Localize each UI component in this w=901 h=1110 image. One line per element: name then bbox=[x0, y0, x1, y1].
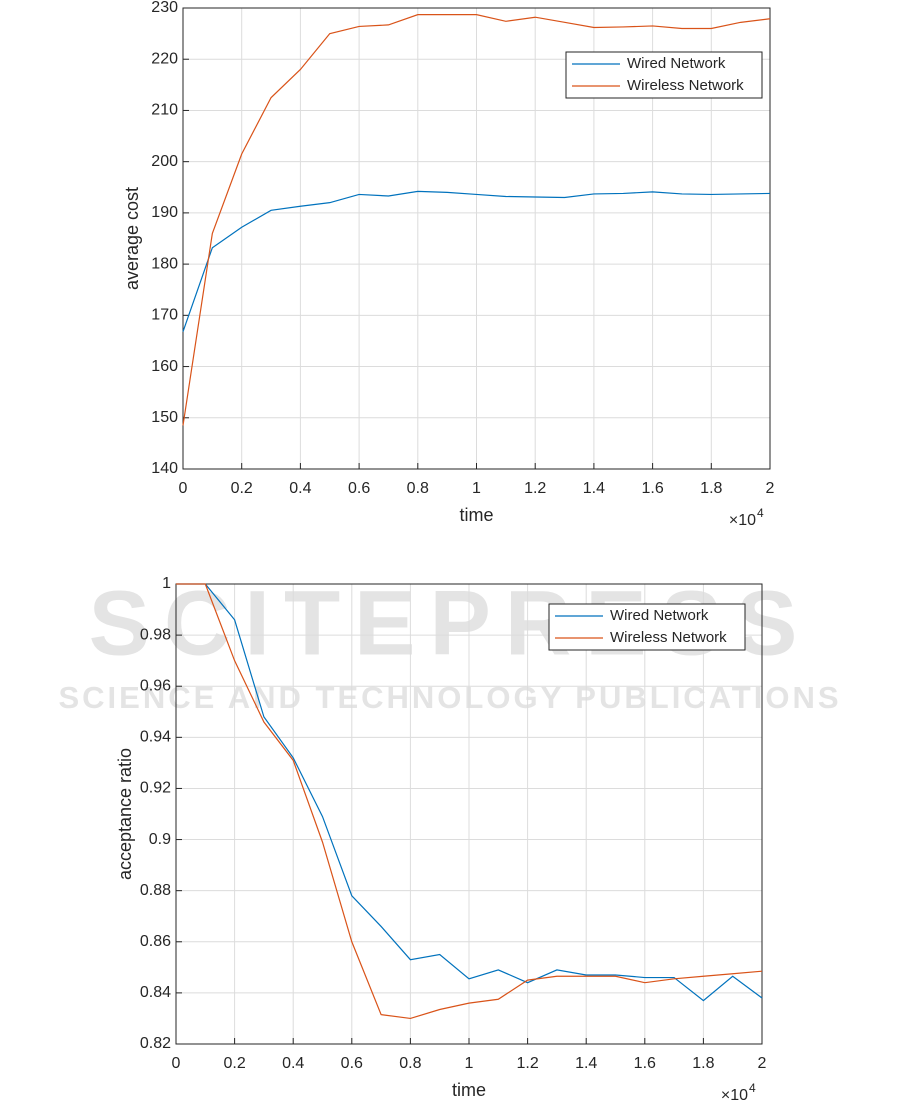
y-tick-label: 140 bbox=[151, 460, 178, 477]
x-tick-label: 1.6 bbox=[634, 1055, 656, 1072]
y-axis-label: acceptance ratio bbox=[115, 748, 135, 880]
legend-label: Wired Network bbox=[627, 55, 726, 72]
x-tick-label: 0 bbox=[179, 480, 188, 497]
legend-label: Wireless Network bbox=[610, 629, 727, 646]
x-tick-label: 0.6 bbox=[341, 1055, 363, 1072]
y-tick-label: 0.94 bbox=[140, 729, 171, 746]
x-multiplier-base: ×10 bbox=[721, 1087, 748, 1104]
legend-label: Wired Network bbox=[610, 607, 709, 624]
x-tick-label: 0.6 bbox=[348, 480, 370, 497]
y-axis-label: average cost bbox=[122, 187, 142, 290]
x-tick-label: 0.2 bbox=[223, 1055, 245, 1072]
y-tick-label: 230 bbox=[151, 0, 178, 16]
x-tick-label: 0.2 bbox=[231, 480, 253, 497]
data-line bbox=[176, 583, 763, 1002]
x-tick-label: 1.6 bbox=[641, 480, 663, 497]
y-tick-label: 0.82 bbox=[140, 1035, 171, 1052]
x-tick-label: 1.8 bbox=[700, 480, 722, 497]
x-tick-label: 0.4 bbox=[289, 480, 311, 497]
x-multiplier-base: ×10 bbox=[729, 512, 756, 529]
x-multiplier-exponent: 4 bbox=[749, 1081, 756, 1095]
plot-frame bbox=[175, 583, 763, 1045]
y-tick-label: 210 bbox=[151, 102, 178, 119]
y-tick-label: 0.92 bbox=[140, 780, 171, 797]
y-tick-label: 0.84 bbox=[140, 984, 171, 1001]
x-tick-label: 0 bbox=[172, 1055, 181, 1072]
y-tick-label: 170 bbox=[151, 307, 178, 324]
y-tick-label: 190 bbox=[151, 204, 178, 221]
x-tick-label: 1 bbox=[472, 480, 481, 497]
data-line bbox=[182, 190, 771, 332]
x-multiplier-exponent: 4 bbox=[757, 506, 764, 520]
x-tick-label: 1.8 bbox=[692, 1055, 714, 1072]
y-tick-label: 0.98 bbox=[140, 626, 171, 643]
x-axis-label: time bbox=[452, 1080, 486, 1100]
y-tick-label: 180 bbox=[151, 255, 178, 272]
legend-label: Wireless Network bbox=[627, 77, 744, 94]
y-tick-label: 0.88 bbox=[140, 882, 171, 899]
x-tick-label: 1.2 bbox=[516, 1055, 538, 1072]
x-tick-label: 1.4 bbox=[575, 1055, 597, 1072]
y-tick-label: 220 bbox=[151, 50, 178, 67]
x-tick-label: 1.2 bbox=[524, 480, 546, 497]
x-tick-label: 1 bbox=[465, 1055, 474, 1072]
y-tick-label: 150 bbox=[151, 409, 178, 426]
x-tick-label: 0.4 bbox=[282, 1055, 304, 1072]
x-tick-label: 1.4 bbox=[583, 480, 605, 497]
x-tick-label: 2 bbox=[766, 480, 775, 497]
y-tick-label: 200 bbox=[151, 153, 178, 170]
x-tick-label: 2 bbox=[758, 1055, 767, 1072]
y-tick-label: 160 bbox=[151, 358, 178, 375]
x-axis-label: time bbox=[459, 505, 493, 525]
legend-box bbox=[548, 603, 746, 651]
y-tick-label: 0.96 bbox=[140, 677, 171, 694]
data-line bbox=[182, 14, 771, 426]
plot-frame bbox=[182, 7, 771, 470]
y-tick-label: 1 bbox=[162, 575, 171, 592]
y-tick-label: 0.9 bbox=[149, 831, 171, 848]
legend-box bbox=[565, 51, 763, 99]
x-tick-label: 0.8 bbox=[407, 480, 429, 497]
data-line bbox=[176, 583, 763, 1020]
x-tick-label: 0.8 bbox=[399, 1055, 421, 1072]
y-tick-label: 0.86 bbox=[140, 933, 171, 950]
